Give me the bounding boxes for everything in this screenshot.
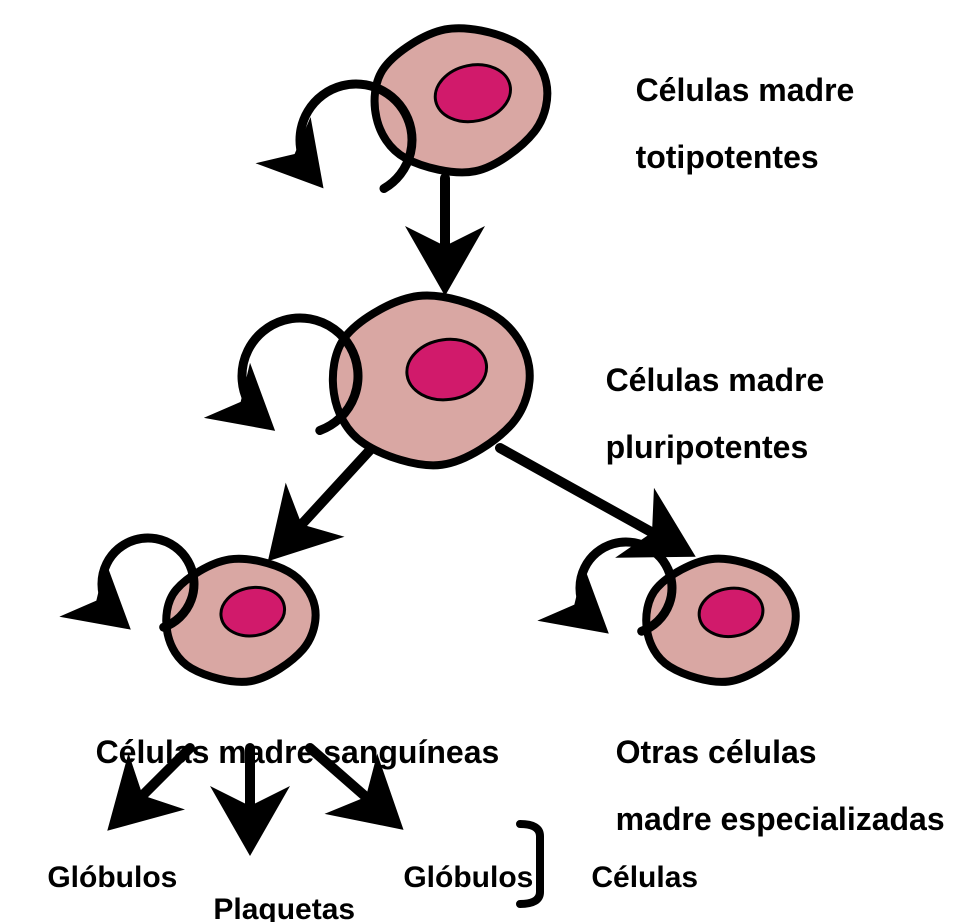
label-specialized: Células especializadas: [558, 830, 801, 922]
label-platelets-text: Plaquetas: [213, 893, 355, 922]
label-totipotent-l1: Células madre: [636, 72, 855, 108]
label-totipotent-l2: totipotentes: [636, 139, 819, 175]
label-specialized-l1: Células: [591, 861, 698, 894]
label-wbc-l1: Glóbulos: [403, 861, 533, 894]
label-wbc: Glóbulos blancos: [370, 830, 533, 922]
arrow-pluri_to_hema: [280, 450, 370, 548]
label-rbc-l1: Glóbulos: [47, 861, 177, 894]
label-pluripotent-l1: Células madre: [606, 362, 825, 398]
label-totipotent: Células madre totipotentes: [600, 40, 854, 208]
diagram-stage: Células madre totipotentes Células madre…: [0, 0, 964, 922]
label-pluripotent: Células madre pluripotentes: [570, 330, 824, 498]
label-pluripotent-l2: pluripotentes: [606, 429, 809, 465]
label-rbc: Glóbulos rojos: [14, 830, 177, 922]
label-platelets: Plaquetas: [180, 862, 355, 922]
label-hematopoietic-text: Células madre sanguíneas: [96, 734, 500, 770]
label-other-l1: Otras células: [616, 734, 817, 770]
label-hematopoietic: Células madre sanguíneas: [60, 702, 499, 803]
